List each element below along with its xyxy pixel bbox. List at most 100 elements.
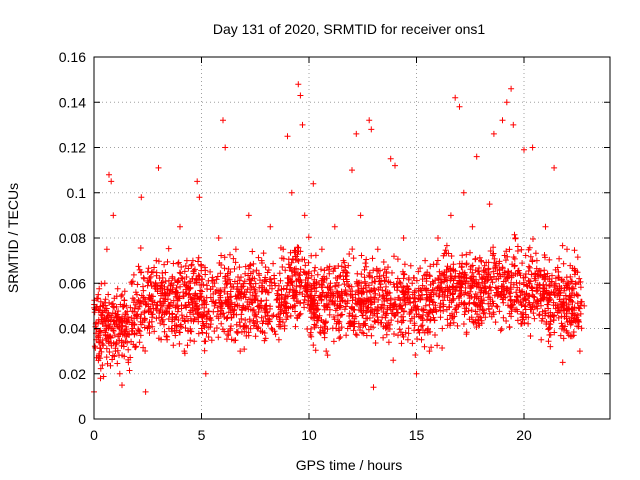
data-point <box>347 292 354 299</box>
data-point <box>113 321 119 328</box>
data-point <box>267 223 274 230</box>
data-point <box>433 308 440 315</box>
data-point <box>108 325 115 332</box>
data-point <box>481 285 488 292</box>
data-point <box>514 243 521 250</box>
data-point <box>241 278 248 285</box>
data-point <box>533 257 540 264</box>
data-point <box>194 178 201 185</box>
data-point <box>525 246 532 253</box>
data-point <box>527 333 534 339</box>
data-point <box>283 286 290 293</box>
data-point <box>133 312 140 319</box>
data-point <box>203 330 210 337</box>
data-point <box>401 271 407 278</box>
data-point <box>297 92 304 99</box>
data-point <box>264 289 271 296</box>
data-point <box>383 274 390 281</box>
data-point <box>181 317 188 324</box>
data-point <box>317 324 324 331</box>
data-point <box>197 287 204 294</box>
data-point <box>314 271 321 278</box>
data-point <box>571 307 578 314</box>
data-point <box>429 309 436 316</box>
data-point <box>430 314 437 321</box>
data-point <box>379 287 386 294</box>
data-point <box>187 337 194 344</box>
data-point <box>342 303 349 310</box>
data-point <box>357 212 364 219</box>
data-point <box>343 272 350 279</box>
data-point <box>255 254 262 261</box>
data-point <box>445 286 452 293</box>
data-point <box>95 352 102 359</box>
data-point <box>182 318 189 325</box>
data-point <box>191 338 198 345</box>
data-point <box>416 329 423 336</box>
data-point <box>249 292 256 299</box>
data-point <box>114 314 121 321</box>
data-point <box>363 263 370 270</box>
data-point <box>284 314 291 320</box>
data-point <box>538 297 544 304</box>
data-point <box>518 246 525 253</box>
data-point <box>249 299 256 306</box>
data-point <box>420 306 427 313</box>
data-point <box>418 323 425 330</box>
data-point <box>343 332 350 339</box>
data-point <box>162 278 169 285</box>
data-point <box>364 315 371 322</box>
data-point <box>383 292 390 299</box>
data-point <box>525 320 532 327</box>
data-point <box>161 289 168 296</box>
data-point <box>361 280 368 287</box>
data-point <box>523 290 530 297</box>
data-point <box>213 276 220 283</box>
data-point <box>581 302 588 309</box>
data-point <box>280 285 287 292</box>
data-point <box>195 330 202 337</box>
data-point <box>120 339 127 346</box>
data-point <box>427 328 433 335</box>
data-point <box>219 310 226 317</box>
data-point <box>345 262 352 269</box>
data-point <box>214 273 221 280</box>
data-point <box>405 275 412 281</box>
data-point <box>474 293 481 300</box>
data-point <box>340 257 347 264</box>
data-point <box>444 263 451 270</box>
data-point <box>354 280 361 287</box>
data-point <box>463 331 470 338</box>
data-point <box>194 306 201 313</box>
data-point <box>449 297 456 304</box>
data-point <box>110 212 117 219</box>
data-point <box>351 307 358 313</box>
data-point <box>503 285 510 292</box>
data-point <box>158 314 165 321</box>
data-point <box>142 388 149 395</box>
data-point <box>550 302 557 309</box>
data-point <box>254 325 261 332</box>
data-point <box>446 322 453 329</box>
data-point <box>520 296 526 303</box>
data-point <box>547 313 554 320</box>
data-point <box>394 275 401 282</box>
data-point <box>312 252 319 259</box>
data-point <box>354 301 361 308</box>
data-point <box>294 314 300 321</box>
data-point <box>576 305 583 312</box>
data-point <box>432 332 438 338</box>
data-point <box>128 338 135 345</box>
x-tick-label: 20 <box>516 427 532 443</box>
data-point <box>577 310 584 317</box>
data-point <box>225 298 232 304</box>
data-point <box>244 286 251 293</box>
data-point <box>250 260 257 267</box>
data-point <box>174 308 181 315</box>
data-point <box>106 349 113 355</box>
data-point <box>518 320 525 327</box>
data-point <box>436 268 443 275</box>
data-point <box>470 299 477 306</box>
data-point <box>144 282 151 289</box>
data-point <box>510 121 517 128</box>
